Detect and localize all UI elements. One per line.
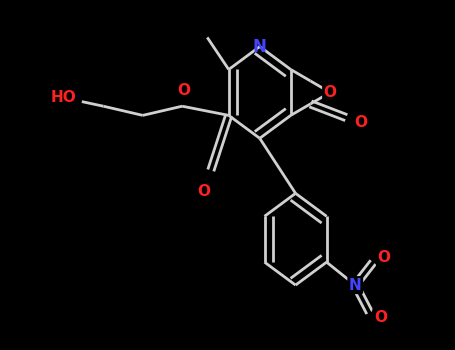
Text: N: N bbox=[349, 278, 362, 293]
Text: O: O bbox=[324, 85, 337, 100]
Text: HO: HO bbox=[51, 90, 77, 105]
Text: O: O bbox=[374, 310, 387, 325]
Text: O: O bbox=[377, 250, 390, 265]
Text: O: O bbox=[197, 183, 210, 198]
Text: O: O bbox=[354, 115, 367, 130]
Text: N: N bbox=[253, 37, 267, 56]
Text: O: O bbox=[177, 83, 191, 98]
